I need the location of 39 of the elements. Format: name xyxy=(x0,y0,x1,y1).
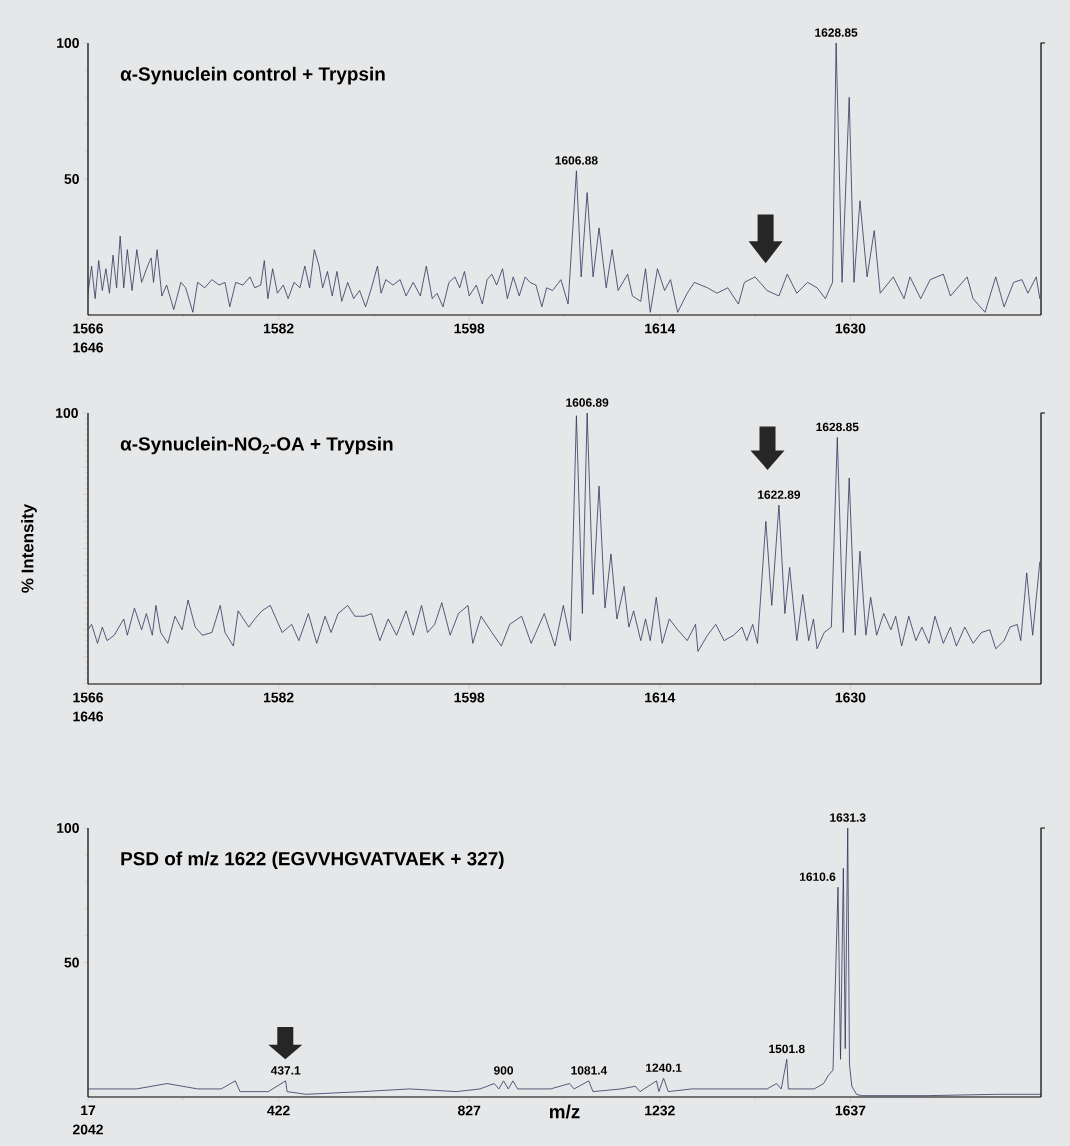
text: 1646 xyxy=(73,342,103,353)
text: PSD of m/z 1622 (EGVVHGVATVAEK + 327) xyxy=(121,851,504,870)
x-tick-label: 1582 xyxy=(263,323,294,334)
x-tick-label: 1630 xyxy=(835,323,866,334)
x-tick-label: 1598 xyxy=(454,692,485,703)
annotation: 1628.85 xyxy=(816,422,859,432)
annotation: 1628.85 xyxy=(815,28,858,37)
x-tick-label: 1637 xyxy=(835,1105,866,1116)
annotation: 1610.6 xyxy=(799,872,836,881)
x-tick-label: 1566 xyxy=(73,692,103,703)
text: 1646 xyxy=(73,711,103,722)
x-tick-label: 1598 xyxy=(454,323,485,334)
y-tick-label: 100 xyxy=(57,823,79,833)
x-tick-label: 17 xyxy=(81,1105,96,1116)
x-tick-label: 1566 xyxy=(73,323,103,334)
annotation: 1501.8 xyxy=(769,1044,805,1054)
text: α-Synuclein-NO$_{2}$-OA + Trypsin xyxy=(120,436,393,455)
x-tick-label: 1232 xyxy=(645,1105,675,1116)
x-tick-label: 1614 xyxy=(645,692,676,703)
annotation: 1081.4 xyxy=(571,1066,608,1075)
annotation: 1606.89 xyxy=(566,398,609,407)
y-tick-label: 50 xyxy=(64,957,79,968)
annotation: 437.1 xyxy=(270,1066,301,1075)
x-tick-label: 422 xyxy=(267,1105,290,1116)
text: 2042 xyxy=(72,1124,103,1135)
annotation: 1606.88 xyxy=(555,156,598,165)
x-tick-label: 1630 xyxy=(835,692,866,703)
x-axis-title: m/z xyxy=(549,1104,580,1119)
y-tick-label: 50 xyxy=(64,174,79,184)
annotation: 1240.1 xyxy=(646,1063,682,1072)
x-tick-label: 827 xyxy=(458,1105,481,1116)
text: α-Synuclein control + Trypsin xyxy=(120,66,385,85)
annotation: 900 xyxy=(494,1066,514,1075)
annotation: 1631.3 xyxy=(830,813,866,822)
y-tick-label: 100 xyxy=(57,38,79,48)
y-axis-title: % Intensity xyxy=(21,503,37,593)
x-tick-label: 1614 xyxy=(645,323,676,334)
annotation: 1622.89 xyxy=(758,490,801,499)
x-tick-label: 1582 xyxy=(263,692,294,703)
